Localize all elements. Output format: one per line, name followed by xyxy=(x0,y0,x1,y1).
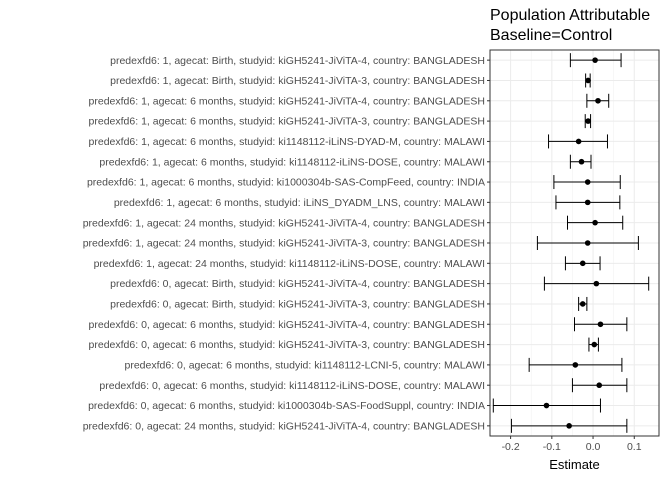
estimate-point xyxy=(592,219,598,226)
y-tick-label: predexfd6: 1, agecat: Birth, studyid: ki… xyxy=(110,75,485,87)
estimate-point xyxy=(578,158,585,165)
estimate-point xyxy=(592,57,598,63)
y-tick-label: predexfd6: 0, agecat: 6 months, studyid:… xyxy=(89,319,485,331)
y-tick-label: predexfd6: 0, agecat: 6 months, studyid:… xyxy=(89,339,485,351)
estimate-point xyxy=(593,280,600,287)
estimate-point xyxy=(575,138,582,145)
estimate-point xyxy=(584,199,591,206)
y-tick-label: predexfd6: 0, agecat: Birth, studyid: ki… xyxy=(110,299,485,311)
x-tick-label: 0.1 xyxy=(627,441,642,453)
y-tick-label: predexfd6: 1, agecat: 6 months, studyid:… xyxy=(89,116,485,128)
y-tick-label: predexfd6: 0, agecat: Birth, studyid: ki… xyxy=(110,278,485,290)
estimate-point xyxy=(585,77,591,84)
estimate-point xyxy=(585,118,591,124)
x-axis-title: Estimate xyxy=(549,457,600,472)
y-tick-label: predexfd6: 1, agecat: 24 months, studyid… xyxy=(83,238,485,250)
y-tick-label: predexfd6: 1, agecat: 6 months, studyid:… xyxy=(89,95,485,107)
estimate-point xyxy=(591,341,598,348)
y-tick-label: predexfd6: 0, agecat: 6 months, studyid:… xyxy=(125,359,486,371)
y-tick-label: predexfd6: 1, agecat: 6 months, studyid:… xyxy=(89,136,485,148)
estimate-point xyxy=(543,402,550,409)
y-tick-label: predexfd6: 1, agecat: 6 months, studyid:… xyxy=(99,156,485,168)
y-tick-label: predexfd6: 1, agecat: 24 months, studyid… xyxy=(94,258,485,270)
x-axis: -0.2 -0.1 0.0 0.1 xyxy=(502,436,642,453)
y-tick-label: predexfd6: 0, agecat: 24 months, studyid… xyxy=(83,420,485,432)
estimate-point xyxy=(584,240,591,246)
estimate-point xyxy=(584,179,591,185)
y-tick-label: predexfd6: 1, agecat: Birth, studyid: ki… xyxy=(110,55,485,67)
estimate-point xyxy=(596,382,603,389)
x-tick-label: -0.2 xyxy=(502,441,520,453)
estimate-point xyxy=(597,321,604,328)
y-tick-label: predexfd6: 1, agecat: 6 months, studyid:… xyxy=(114,197,485,209)
y-tick-label: predexfd6: 1, agecat: 6 months, studyid:… xyxy=(87,177,485,189)
y-tick-label: predexfd6: 1, agecat: 24 months, studyid… xyxy=(83,217,485,229)
estimate-point xyxy=(566,423,572,429)
chart-title-line-2: Baseline=Control xyxy=(490,27,612,44)
estimate-point xyxy=(595,97,601,104)
y-tick-label: predexfd6: 0, agecat: 6 months, studyid:… xyxy=(99,380,485,392)
estimate-point xyxy=(579,260,586,267)
x-tick-label: -0.1 xyxy=(543,441,561,453)
y-axis-labels: predexfd6: 1, agecat: Birth, studyid: ki… xyxy=(83,55,490,432)
y-tick-label: predexfd6: 0, agecat: 6 months, studyid:… xyxy=(88,400,485,412)
x-tick-label: 0.0 xyxy=(586,441,601,453)
estimate-marks xyxy=(492,53,650,433)
estimate-point xyxy=(579,301,586,307)
chart-title-line-1: Population Attributable xyxy=(490,7,650,24)
estimate-point xyxy=(572,362,579,368)
